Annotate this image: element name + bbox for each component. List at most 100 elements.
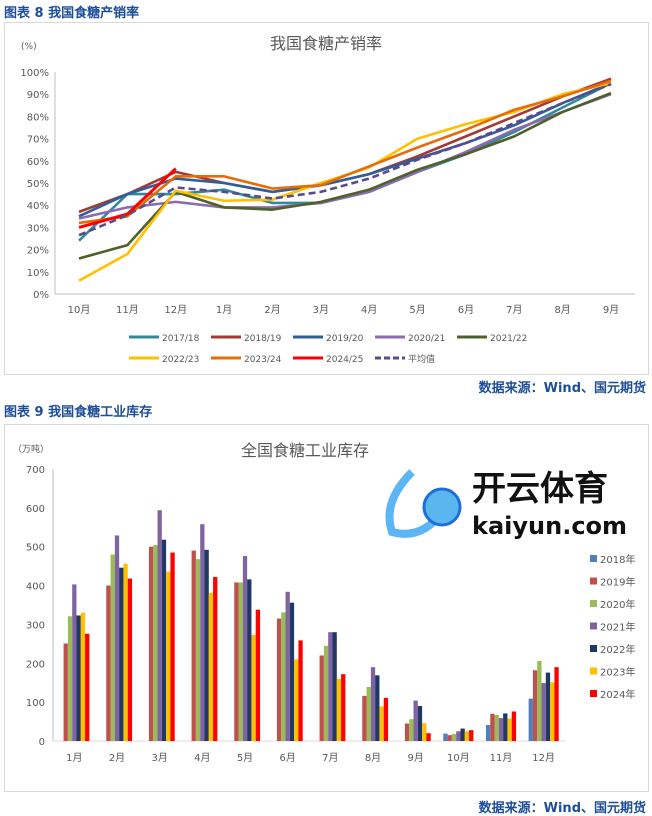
bar-2024年-8月 (383, 697, 389, 741)
y-tick-label: 300 (26, 620, 45, 631)
legend-label: 2021/22 (490, 334, 527, 344)
bar-2022年-11月 (503, 713, 508, 741)
bar-2021年-11月 (498, 718, 504, 741)
bar-2020年-4月 (195, 559, 201, 741)
bar-2024年-9月 (426, 733, 431, 741)
legend-swatch (590, 645, 597, 652)
y-axis-label: （万吨） (13, 443, 49, 455)
x-tick-label: 10月 (447, 752, 470, 764)
chart-title: 全国食糖工业库存 (241, 441, 369, 460)
bar-2023年-2月 (123, 563, 128, 741)
x-tick-label: 10月 (68, 304, 91, 316)
bar-2019年-2月 (106, 585, 111, 741)
bar-2022年-7月 (332, 632, 337, 741)
figure-8-label: 图表 8 我国食糖产销率 (4, 6, 140, 21)
series-line-平均值 (78, 82, 612, 237)
bar-2022年-8月 (375, 675, 380, 741)
bar-2024年-12月 (554, 667, 559, 741)
bar-2022年-9月 (417, 706, 423, 741)
y-tick-label: 90% (27, 90, 49, 101)
bar-2022年-5月 (247, 579, 252, 741)
legend-swatch (590, 577, 597, 585)
y-tick-label: 600 (26, 504, 45, 515)
legend-label: 2022/23 (162, 355, 199, 365)
bar-2021年-6月 (285, 591, 290, 741)
bar-2023年-11月 (507, 718, 512, 741)
x-tick-label: 3月 (313, 304, 329, 316)
bar-2021年-8月 (370, 667, 376, 741)
bar-2024年-4月 (213, 577, 218, 741)
bar-2024年-3月 (170, 552, 175, 741)
bar-2019年-12月 (532, 670, 538, 741)
y-tick-label: 0 (39, 737, 45, 748)
series-line-2022/23 (78, 81, 612, 282)
bar-2024年-5月 (255, 609, 261, 741)
source-note-2: 数据来源：Wind、国元期货 (478, 801, 646, 816)
bar-2024年-6月 (298, 640, 303, 741)
series-line-2020/21 (78, 92, 612, 220)
bar-2020年-1月 (67, 616, 73, 741)
bar-2023年-10月 (464, 731, 470, 741)
y-tick-label: 20% (27, 246, 49, 257)
bar-2018年-10月 (443, 733, 448, 741)
x-tick-label: 8月 (554, 304, 570, 316)
x-tick-label: 6月 (458, 304, 474, 316)
x-tick-label: 2月 (264, 304, 280, 316)
bar-2019年-5月 (234, 582, 239, 741)
series-line-2024/25 (78, 167, 177, 229)
legend-label: 2021年 (600, 621, 635, 634)
source-note-1: 数据来源：Wind、国元期货 (478, 381, 646, 396)
chart-2-frame: 全国食糖工业库存 （万吨） 0 100 200 300 400 500 600 700 1月 2月 3月… (4, 424, 649, 792)
x-tick-label: 9月 (407, 752, 423, 764)
bar-2021年-9月 (413, 700, 418, 741)
x-tick-label: 1月 (66, 752, 82, 764)
bar-2021年-10月 (456, 731, 461, 741)
bar-2023年-3月 (166, 571, 171, 741)
x-tick-label: 12月 (532, 752, 555, 764)
series-line-2019/20 (78, 81, 612, 218)
legend-label: 2020/21 (408, 334, 445, 344)
bar-2019年-1月 (63, 643, 68, 741)
bar-2020年-5月 (238, 582, 243, 741)
bar-2023年-8月 (379, 706, 384, 741)
y-tick-label: 0% (33, 290, 49, 301)
figure-9-label: 图表 9 我国食糖工业库存 (4, 405, 153, 420)
bar-2020年-2月 (110, 554, 115, 741)
bar-chart: 全国食糖工业库存 （万吨） 0 100 200 300 400 500 600 700 1月 2月 3月… (13, 441, 635, 764)
y-tick-label: 60% (27, 157, 49, 168)
bar-2024年-7月 (341, 674, 346, 741)
bar-2021年-12月 (541, 683, 546, 741)
bar-2023年-5月 (251, 634, 256, 741)
bar-2019年-9月 (404, 723, 410, 741)
legend-label: 2024年 (600, 688, 635, 701)
x-tick-label: 5月 (409, 304, 425, 316)
legend-label: 2018年 (600, 553, 635, 566)
series-line-2023/24 (78, 79, 612, 225)
bar-2022年-2月 (119, 567, 124, 741)
x-tick-label: 2月 (109, 752, 125, 764)
chart-1-frame: 我国食糖产销率 (%) 0% 10% 20% 30% 40% 50% 60% 70% 80% 90% 1… (4, 22, 649, 375)
bar-2020年-7月 (323, 645, 329, 741)
x-tick-label: 7月 (322, 752, 338, 764)
y-tick-label: 70% (27, 135, 49, 146)
legend-label: 2018/19 (244, 334, 282, 344)
bar-2021年-3月 (157, 510, 162, 741)
legend-label: 2024/25 (326, 355, 363, 365)
legend-label: 2023年 (600, 666, 635, 679)
bar-2019年-3月 (148, 546, 154, 741)
legend-swatch (590, 690, 597, 697)
bar-2019年-11月 (490, 713, 495, 741)
legend-label: 2017/18 (162, 334, 200, 344)
bar-2019年-7月 (319, 655, 324, 741)
y-tick-label: 100 (26, 698, 45, 709)
bar-2024年-10月 (469, 730, 474, 741)
x-tick-label: 1月 (216, 304, 232, 316)
legend-swatch (590, 622, 597, 630)
bar-2022年-3月 (161, 539, 167, 741)
bar-2022年-6月 (289, 602, 295, 741)
bar-2019年-4月 (191, 550, 196, 741)
x-tick-label: 5月 (237, 752, 253, 764)
legend-swatch (590, 600, 597, 607)
x-tick-label: 12月 (164, 304, 187, 316)
x-tick-label: 7月 (506, 304, 522, 316)
